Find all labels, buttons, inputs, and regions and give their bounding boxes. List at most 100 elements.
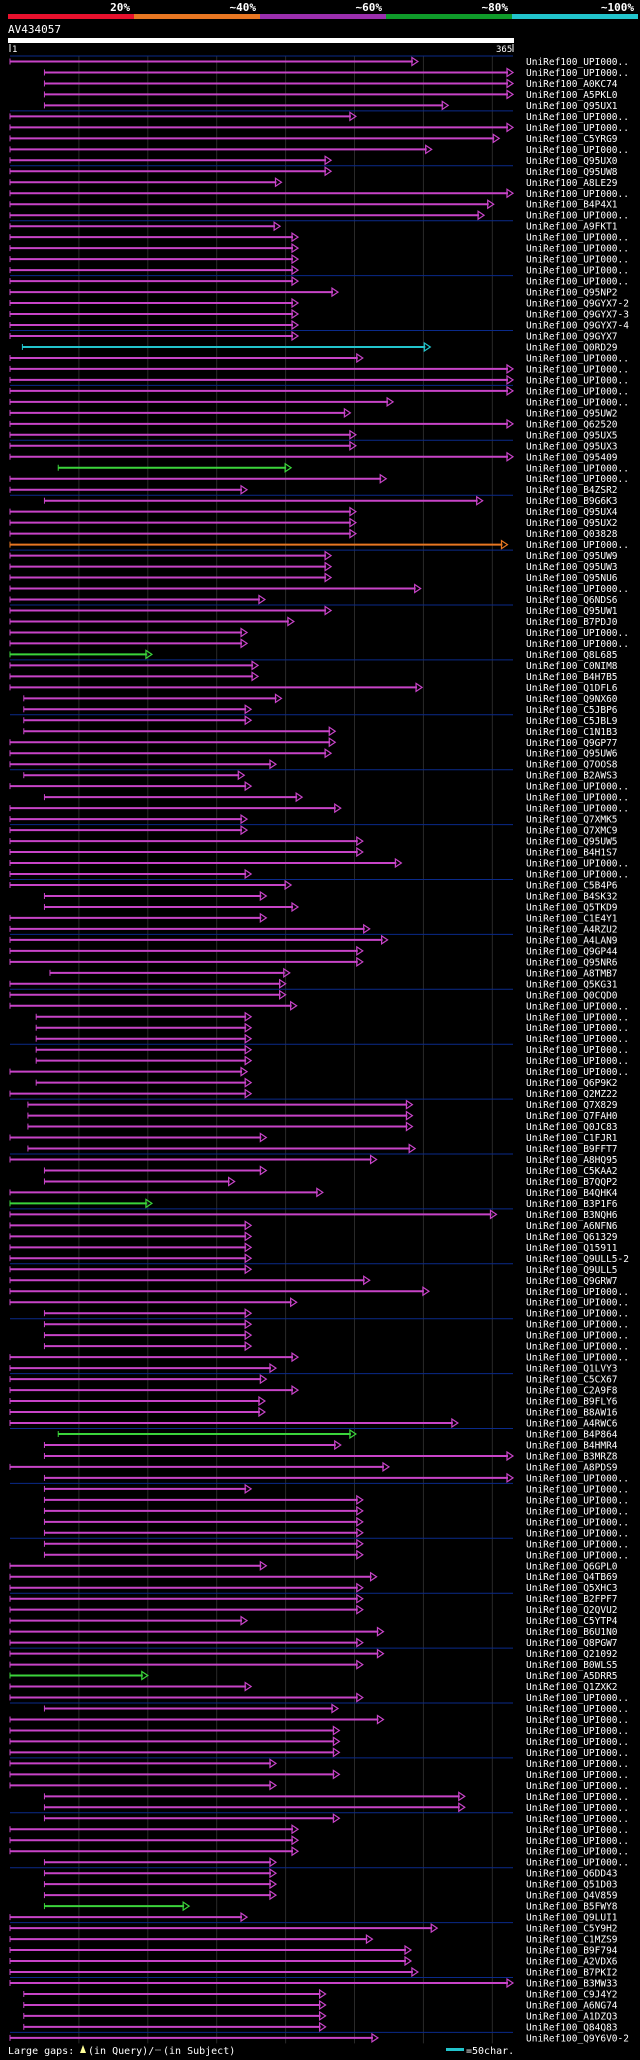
hit-row[interactable]: UniRef100_UPI000.. [9,1000,629,1012]
hit-row[interactable]: UniRef100_UPI000.. [9,254,629,266]
hit-row[interactable]: UniRef100_UPI000.. [9,1736,629,1748]
hit-label[interactable]: UniRef100_C5CX67 [526,1375,618,1386]
hit-row[interactable]: UniRef100_C5KAA2 [43,1165,618,1177]
hit-label[interactable]: UniRef100_Q95UW2 [526,408,618,419]
hit-row[interactable]: UniRef100_C1MZS9 [9,1933,618,1946]
hit-label[interactable]: UniRef100_UPI000.. [526,1539,629,1550]
hit-label[interactable]: UniRef100_C1MZS9 [526,1935,618,1946]
hit-row[interactable]: UniRef100_C5B4P6 [9,879,618,891]
hit-label[interactable]: UniRef100_Q1ZXK2 [526,1682,618,1693]
hit-row[interactable]: UniRef100_A9FKT1 [9,221,618,233]
hit-row[interactable]: UniRef100_Q95UW2 [9,407,618,419]
hit-label[interactable]: UniRef100_A4RWC6 [526,1419,618,1430]
hit-row[interactable]: UniRef100_UPI000.. [9,210,629,222]
hit-label[interactable]: UniRef100_B9FLY6 [526,1397,618,1408]
hit-row[interactable]: UniRef100_UPI000.. [9,1352,629,1364]
hit-label[interactable]: UniRef100_Q9GYX7-4 [526,321,629,332]
hit-label[interactable]: UniRef100_C1E4Y1 [526,913,618,924]
hit-label[interactable]: UniRef100_C2A9F8 [526,1386,618,1397]
hit-row[interactable]: UniRef100_Q6GPL0 [9,1560,618,1572]
hit-label[interactable]: UniRef100_Q2MZ22 [526,1089,618,1100]
hit-label[interactable]: UniRef100_UPI000.. [526,68,629,79]
hit-row[interactable]: UniRef100_B3MRZ8 [43,1450,618,1462]
hit-row[interactable]: UniRef100_UPI000.. [9,188,629,200]
hit-label[interactable]: UniRef100_Q7X829 [526,1100,618,1111]
hit-row[interactable]: UniRef100_Q1LVY3 [9,1362,618,1375]
hit-row[interactable]: UniRef100_UPI000.. [9,1769,629,1781]
hit-label[interactable]: UniRef100_Q95UX4 [526,507,618,518]
hit-label[interactable]: UniRef100_UPI000.. [526,859,629,870]
hit-row[interactable]: UniRef100_A8PDS9 [9,1461,618,1473]
hit-row[interactable]: UniRef100_UPI000.. [43,1857,629,1869]
hit-label[interactable]: UniRef100_UPI000.. [526,793,629,804]
hit-label[interactable]: UniRef100_B3P1F6 [526,1199,618,1210]
hit-row[interactable]: UniRef100_Q6DD43 [43,1868,618,1880]
hit-label[interactable]: UniRef100_B4H1S7 [526,848,618,859]
hit-label[interactable]: UniRef100_Q5TKD9 [526,902,618,913]
hit-row[interactable]: UniRef100_C1E4Y1 [9,912,618,924]
hit-label[interactable]: UniRef100_UPI000.. [526,386,629,397]
hit-row[interactable]: UniRef100_UPI000.. [9,473,629,485]
hit-row[interactable]: UniRef100_B7PKI2 [9,1966,618,1979]
hit-label[interactable]: UniRef100_Q9GYX7-2 [526,299,629,310]
hit-label[interactable]: UniRef100_A8HQ95 [526,1155,618,1166]
hit-row[interactable]: UniRef100_B9F794 [9,1944,618,1957]
hit-label[interactable]: UniRef100_UPI000.. [526,1715,629,1726]
hit-label[interactable]: UniRef100_UPI000.. [526,277,629,288]
hit-label[interactable]: UniRef100_B2FPF7 [526,1594,618,1605]
hit-label[interactable]: UniRef100_Q95UX1 [526,101,618,112]
hit-label[interactable]: UniRef100_UPI000.. [526,123,629,134]
hit-label[interactable]: UniRef100_B2AWS3 [526,771,618,782]
hit-row[interactable]: UniRef100_Q95UW8 [9,166,618,178]
hit-row[interactable]: UniRef100_Q95UW9 [9,550,618,562]
hit-row[interactable]: UniRef100_Q9GYX7-3 [9,308,629,321]
hit-label[interactable]: UniRef100_Q95409 [526,452,618,463]
hit-row[interactable]: UniRef100_A2VDX6 [9,1955,618,1968]
hit-row[interactable]: UniRef100_Q2QVU2 [9,1604,618,1616]
hit-label[interactable]: UniRef100_C0NIM8 [526,661,618,672]
hit-row[interactable]: UniRef100_Q9GP44 [9,945,618,957]
hit-label[interactable]: UniRef100_Q1DFL6 [526,683,618,694]
hit-row[interactable]: UniRef100_Q9GYX7 [9,330,618,342]
hit-row[interactable]: UniRef100_UPI000.. [35,1011,629,1023]
hit-label[interactable]: UniRef100_UPI000.. [526,1517,629,1528]
hit-label[interactable]: UniRef100_Q9NX60 [526,694,618,705]
hit-row[interactable]: UniRef100_UPI000.. [9,264,629,277]
hit-label[interactable]: UniRef100_UPI000.. [526,1045,629,1056]
hit-label[interactable]: UniRef100_A8LE29 [526,178,618,189]
hit-label[interactable]: UniRef100_B0WLS5 [526,1660,618,1671]
hit-label[interactable]: UniRef100_Q51D03 [526,1880,618,1891]
hit-row[interactable]: UniRef100_Q0JC83 [27,1121,618,1133]
hit-row[interactable]: UniRef100_C9J4Y2 [23,1988,618,2000]
hit-label[interactable]: UniRef100_Q9LUI1 [526,1913,618,1924]
hit-label[interactable]: UniRef100_C5KAA2 [526,1166,618,1177]
hit-row[interactable]: UniRef100_C5Y9H2 [9,1922,618,1935]
hit-row[interactable]: UniRef100_C1N1B3 [23,726,618,738]
hit-label[interactable]: UniRef100_UPI000.. [526,1506,629,1517]
hit-label[interactable]: UniRef100_Q8L685 [526,650,618,661]
hit-row[interactable]: UniRef100_UPI000.. [9,638,629,650]
hit-label[interactable]: UniRef100_UPI000.. [526,782,629,793]
hit-label[interactable]: UniRef100_UPI000.. [526,145,629,156]
hit-row[interactable]: UniRef100_A8HQ95 [9,1154,618,1166]
hit-row[interactable]: UniRef100_A1DZQ3 [23,2010,618,2022]
hit-row[interactable]: UniRef100_Q0CQD0 [9,989,618,1001]
hit-row[interactable]: UniRef100_A8TMB7 [49,967,618,979]
hit-row[interactable]: UniRef100_Q84Q83 [23,2021,618,2033]
hit-row[interactable]: UniRef100_UPI000.. [35,1022,629,1034]
hit-row[interactable]: UniRef100_B4HMR4 [43,1439,618,1451]
hit-label[interactable]: UniRef100_UPI000.. [526,1847,629,1858]
hit-row[interactable]: UniRef100_C5JBL9 [23,715,618,727]
hit-row[interactable]: UniRef100_Q95UX0 [9,155,618,167]
hit-label[interactable]: UniRef100_C5YTP4 [526,1616,618,1627]
hit-label[interactable]: UniRef100_UPI000.. [526,1528,629,1539]
hit-row[interactable]: UniRef100_UPI000.. [43,1308,629,1320]
hit-row[interactable]: UniRef100_Q95409 [9,451,618,463]
hit-label[interactable]: UniRef100_C1N1B3 [526,727,618,738]
hit-row[interactable]: UniRef100_B4P864 [57,1428,618,1440]
hit-row[interactable]: UniRef100_UPI000.. [9,1780,629,1792]
hit-row[interactable]: UniRef100_Q9LUI1 [9,1911,618,1924]
hit-row[interactable]: UniRef100_Q5TKD9 [43,901,618,913]
hit-label[interactable]: UniRef100_Q4V859 [526,1891,618,1902]
hit-label[interactable]: UniRef100_UPI000.. [526,1737,629,1748]
